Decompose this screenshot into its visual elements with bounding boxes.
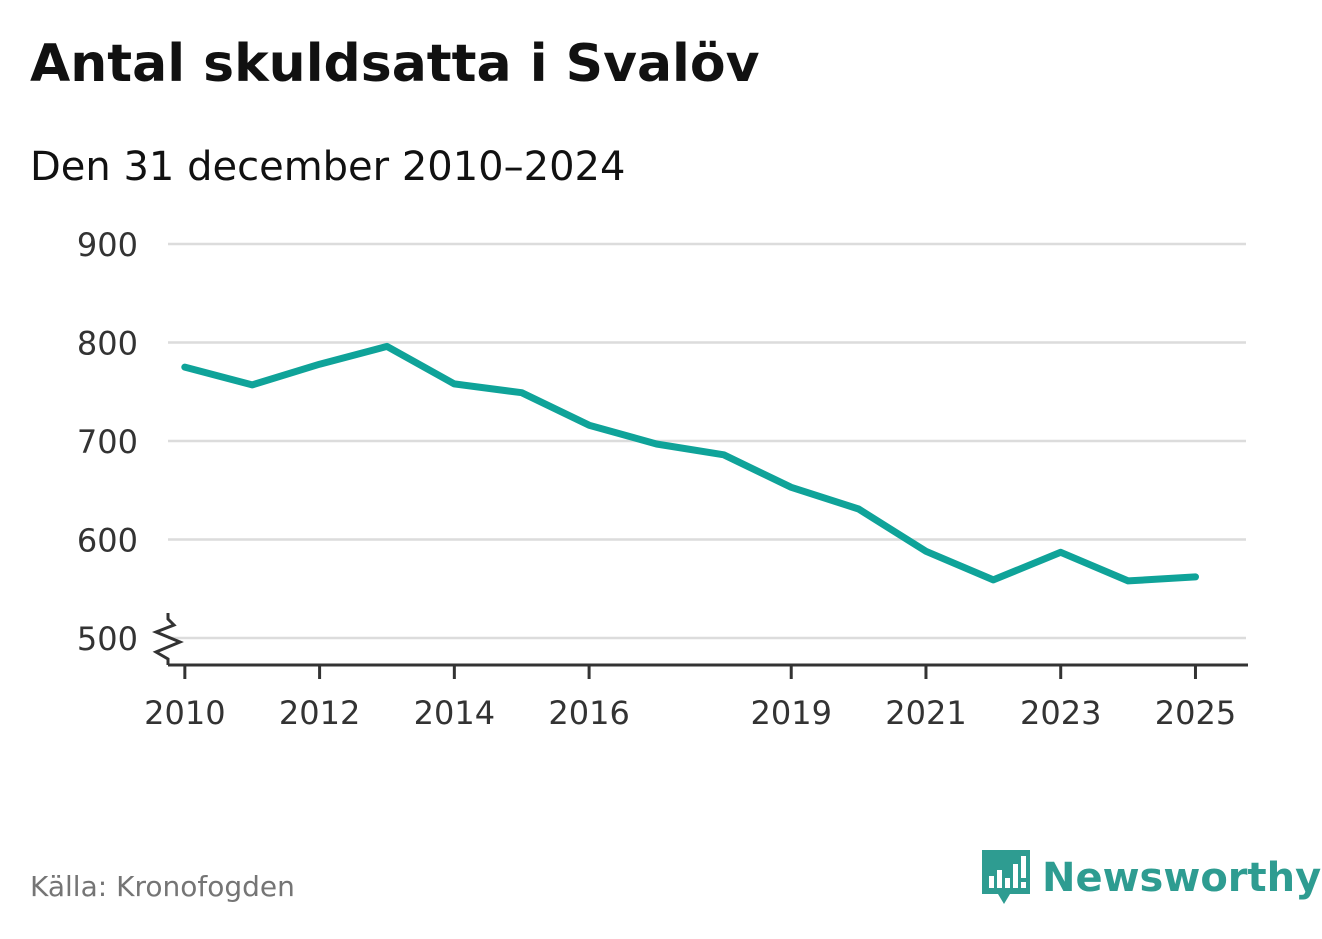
y-tick-label: 600	[77, 522, 138, 560]
series	[181, 342, 1199, 585]
y-tick-label: 700	[77, 423, 138, 461]
x-tick-label: 2021	[885, 694, 966, 732]
y-tick-label: 500	[77, 620, 138, 658]
series-line	[181, 342, 1199, 585]
y-tick-label: 900	[77, 226, 138, 264]
x-tick-label: 2019	[751, 694, 832, 732]
x-tick-label: 2010	[144, 694, 225, 732]
chart-subtitle: Den 31 december 2010–2024	[30, 144, 626, 190]
x-tick-label: 2025	[1155, 694, 1236, 732]
x-tick-label: 2012	[279, 694, 360, 732]
brand-name: Newsworthy	[1042, 855, 1322, 901]
axes	[151, 613, 1248, 667]
axis-break-icon	[151, 613, 184, 665]
y-tick-label: 800	[77, 325, 138, 363]
x-tick-labels: 2010 2012 2014 2016 2019 2021 2023 2025	[144, 665, 1236, 732]
x-tick-label: 2023	[1020, 694, 1101, 732]
y-tick-labels: 500 600 700 800 900	[77, 226, 138, 658]
gridlines	[168, 242, 1246, 640]
x-tick-label: 2016	[548, 694, 629, 732]
source-note: Källa: Kronofogden	[30, 870, 295, 903]
x-tick-label: 2014	[414, 694, 495, 732]
newsworthy-logo-icon	[982, 850, 1030, 904]
brand-logo: Newsworthy	[980, 848, 1321, 908]
chart-title: Antal skuldsatta i Svalöv	[30, 34, 760, 94]
